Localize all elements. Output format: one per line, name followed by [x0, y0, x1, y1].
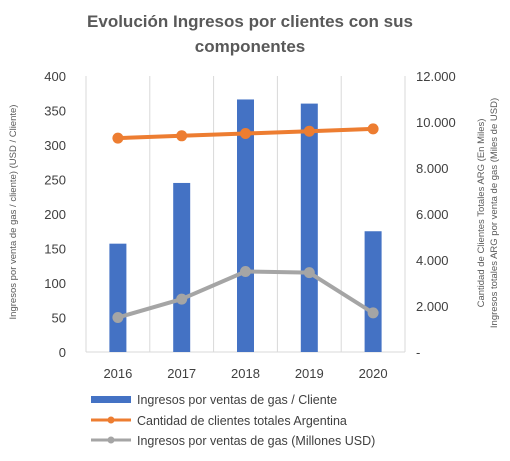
series-point — [112, 312, 124, 323]
bar — [237, 99, 254, 353]
left-tick-label: 100 — [44, 276, 66, 291]
x-axis-ticks: 2016 2017 2018 2019 2020 — [103, 366, 387, 381]
legend-label-clients: Cantidad de clientes totales Argentina — [137, 414, 347, 428]
series-point — [176, 293, 188, 305]
legend-swatch-clients-marker — [107, 416, 115, 424]
series-point — [367, 307, 379, 319]
right-tick-label: - — [416, 345, 420, 360]
left-axis-label: Ingresos por venta de gas / cliente) (US… — [8, 105, 19, 320]
series-point — [240, 128, 251, 139]
left-tick-label: 50 — [52, 311, 66, 326]
x-tick-label: 2016 — [103, 366, 132, 381]
bar — [173, 182, 191, 352]
series-point — [303, 125, 315, 137]
right-tick-label: 10.000 — [416, 115, 456, 130]
series-point — [112, 132, 124, 144]
right-axis-label-2: Ingresos totales ARG por venta de gas (M… — [489, 98, 500, 328]
right-tick-label: 8.000 — [416, 161, 449, 176]
legend-swatch-revenue-marker — [107, 436, 115, 444]
right-tick-label: 12.000 — [416, 69, 456, 84]
bar — [109, 243, 127, 352]
left-tick-label: 350 — [44, 104, 66, 119]
right-tick-label: 2.000 — [416, 299, 449, 314]
right-tick-label: 4.000 — [416, 253, 449, 268]
x-tick-label: 2017 — [167, 366, 196, 381]
series-point — [367, 123, 379, 135]
x-tick-label: 2019 — [295, 366, 324, 381]
x-tick-label: 2018 — [231, 366, 260, 381]
series-point — [176, 130, 188, 142]
right-axis-label-1: Cantidad de Clientes Totales ARG (En Mil… — [476, 119, 487, 308]
legend-label-revenue: Ingresos por ventas de gas (Millones USD… — [137, 434, 375, 448]
bar-series — [109, 99, 382, 353]
series-point — [303, 267, 315, 279]
left-tick-label: 400 — [44, 69, 66, 84]
legend: Ingresos por ventas de gas / Cliente Can… — [91, 393, 375, 448]
left-tick-label: 200 — [44, 207, 66, 222]
left-axis-ticks: 0 50 100 150 200 250 300 350 400 — [44, 69, 66, 360]
left-tick-label: 250 — [44, 173, 66, 188]
bar — [364, 231, 382, 352]
left-tick-label: 300 — [44, 138, 66, 153]
bar — [300, 103, 318, 352]
line-series — [112, 123, 379, 323]
legend-swatch-bar — [91, 396, 131, 403]
right-axis-ticks: - 2.000 4.000 6.000 8.000 10.000 12.000 — [416, 69, 456, 360]
left-tick-label: 150 — [44, 242, 66, 257]
legend-label-bar: Ingresos por ventas de gas / Cliente — [137, 393, 337, 407]
right-tick-label: 6.000 — [416, 207, 449, 222]
series-point — [240, 266, 251, 277]
left-tick-label: 0 — [59, 345, 66, 360]
chart-title-line-2: componentes — [195, 37, 306, 56]
chart-title-line-1: Evolución Ingresos por clientes con sus — [87, 12, 413, 31]
x-tick-label: 2020 — [359, 366, 388, 381]
